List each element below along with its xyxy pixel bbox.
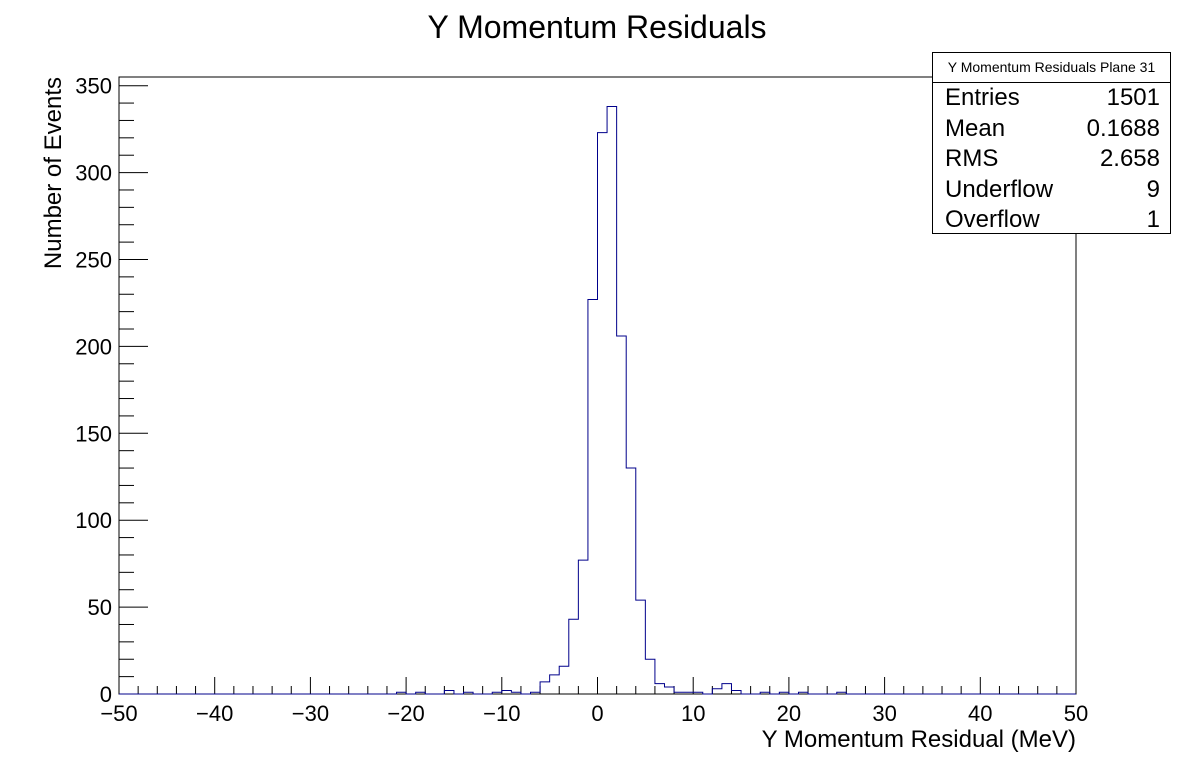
x-axis-ticks: −50 −40 −30 −20 −10 0 10 20 30 40 50 [100, 677, 1088, 726]
y-tick-label: 150 [75, 421, 112, 446]
histogram-bin [598, 133, 608, 694]
stats-label: Mean [945, 114, 1006, 142]
stats-row-rms: RMS 2.658 [933, 144, 1170, 175]
stats-value: 1501 [1106, 84, 1160, 111]
stats-row-underflow: Underflow 9 [933, 175, 1170, 206]
histogram-bin [578, 560, 588, 694]
x-tick-label: 30 [872, 701, 896, 726]
histogram-bin [607, 107, 617, 694]
stats-label: RMS [945, 145, 999, 173]
y-tick-label: 200 [75, 334, 112, 359]
y-axis-label: Number of Events [40, 77, 67, 269]
chart-title: Y Momentum Residuals [427, 9, 766, 45]
stats-box-title: Y Momentum Residuals Plane 31 [933, 53, 1170, 83]
stats-value: 1 [1146, 206, 1160, 234]
y-tick-label: 0 [100, 682, 112, 707]
stats-value: 2.658 [1099, 145, 1160, 173]
x-tick-label: −10 [483, 701, 520, 726]
histogram-bin [664, 687, 674, 694]
histogram-bin [722, 684, 732, 694]
y-tick-label: 50 [88, 595, 112, 620]
stats-value: 9 [1146, 175, 1160, 203]
stats-box: Y Momentum Residuals Plane 31 Entries 15… [932, 52, 1171, 234]
histogram-bin [712, 689, 722, 694]
y-axis-ticks: 0 50 100 150 200 250 300 350 [75, 74, 148, 707]
x-tick-label: 40 [968, 701, 992, 726]
histogram-bin [731, 691, 741, 694]
x-tick-label: −20 [387, 701, 424, 726]
histogram-bins [397, 107, 847, 694]
histogram-outline [119, 106, 1076, 695]
y-tick-label: 250 [75, 247, 112, 272]
y-tick-label: 350 [75, 74, 112, 99]
histogram-bin [617, 336, 627, 694]
stats-label: Underflow [945, 175, 1054, 203]
stats-row-mean: Mean 0.1688 [933, 114, 1170, 145]
histogram-bin [444, 691, 454, 694]
histogram-bin [540, 682, 550, 694]
stats-row-entries: Entries 1501 [933, 83, 1170, 114]
stats-value: 0.1688 [1086, 114, 1160, 142]
histogram-bin [502, 691, 512, 694]
histogram-bin [550, 675, 560, 694]
x-tick-label: −50 [100, 701, 137, 726]
histogram-bin [626, 468, 636, 694]
histogram-bin [588, 299, 598, 694]
histogram-bin [559, 666, 569, 694]
x-tick-label: 20 [777, 701, 801, 726]
histogram-bin [636, 600, 646, 694]
histogram-bin [645, 659, 655, 694]
x-tick-label: 10 [681, 701, 705, 726]
y-tick-label: 300 [75, 161, 112, 186]
x-tick-label: 0 [591, 701, 603, 726]
histogram-bin [655, 684, 665, 694]
stats-label: Overflow [945, 206, 1040, 234]
stats-row-overflow: Overflow 1 [933, 205, 1170, 236]
histogram-bin [569, 619, 579, 694]
x-axis-label: Y Momentum Residual (MeV) [762, 726, 1076, 753]
x-tick-label: −30 [292, 701, 329, 726]
stats-label: Entries [945, 84, 1020, 111]
x-tick-label: −40 [196, 701, 233, 726]
x-tick-label: 50 [1064, 701, 1088, 726]
y-tick-label: 100 [75, 508, 112, 533]
